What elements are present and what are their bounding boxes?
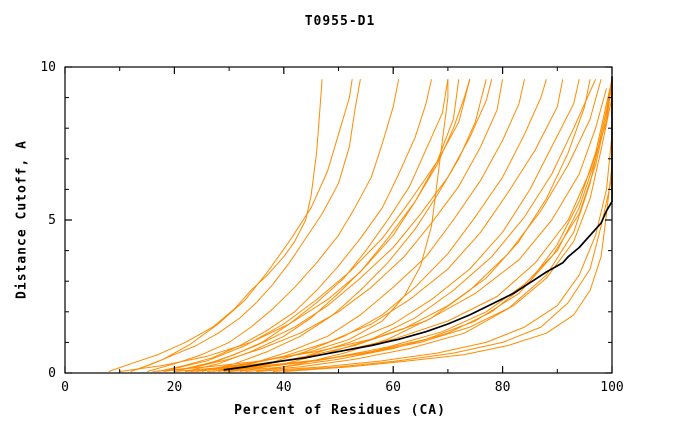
series-model-12 — [218, 79, 580, 372]
series-model-09 — [212, 79, 525, 372]
chart-title: T0955-D1 — [304, 14, 376, 29]
series-model-20 — [256, 82, 613, 372]
x-axis-label: Percent of Residues (CA) — [234, 403, 446, 418]
x-tick-label: 20 — [167, 380, 183, 395]
series-model-25 — [168, 79, 471, 371]
y-tick-label: 5 — [48, 213, 56, 228]
series-model-29 — [119, 79, 460, 372]
series-model-02 — [130, 79, 361, 372]
y-tick-label: 10 — [40, 60, 56, 75]
y-axis-label: Distance Cutoff, A — [14, 140, 30, 299]
series-model-11 — [196, 79, 564, 372]
series-model-17 — [207, 79, 613, 372]
series-model-03 — [146, 79, 400, 372]
series-model-04 — [157, 79, 432, 372]
series-model-27 — [201, 79, 449, 371]
x-tick-label: 100 — [600, 380, 623, 395]
y-tick-label: 0 — [48, 366, 56, 381]
x-tick-label: 40 — [276, 380, 292, 395]
series-model-26 — [135, 79, 353, 371]
series-model-15 — [229, 79, 613, 372]
series-model-21 — [272, 91, 613, 372]
series-model-08 — [163, 79, 504, 372]
series-model-24 — [179, 79, 493, 371]
series-model-28 — [283, 103, 613, 372]
x-tick-label: 60 — [385, 380, 401, 395]
axes-box — [64, 66, 613, 374]
x-tick-label: 80 — [495, 380, 511, 395]
series-highlight — [223, 76, 613, 371]
series-model-19 — [152, 88, 607, 372]
series-model-01 — [108, 79, 323, 372]
x-tick-label: 0 — [61, 380, 69, 395]
series-model-16 — [245, 85, 613, 372]
